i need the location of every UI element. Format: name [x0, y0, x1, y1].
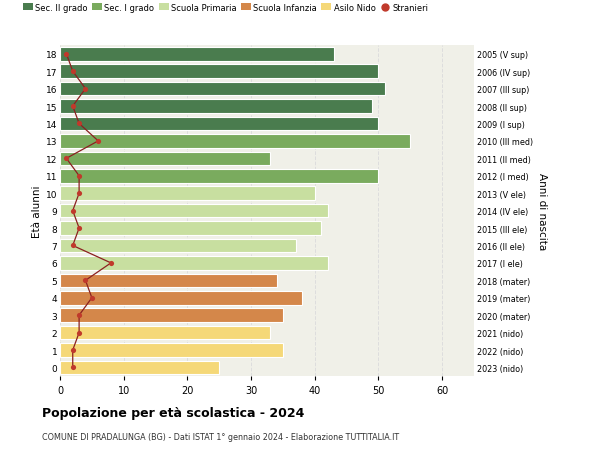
Point [106, 260, 116, 267]
Bar [60, 204, 328, 218]
Point [80, 277, 90, 285]
Point [74, 190, 84, 197]
Bar [60, 48, 334, 62]
Point [87, 294, 97, 302]
Bar [60, 118, 379, 131]
Y-axis label: Età alunni: Età alunni [32, 185, 41, 237]
Point [62, 155, 71, 162]
Bar [60, 100, 372, 113]
Bar [60, 291, 302, 305]
Bar [60, 135, 410, 148]
Point [62, 51, 71, 58]
Point [74, 173, 84, 180]
Bar [60, 222, 321, 235]
Bar [60, 326, 270, 340]
Bar [60, 187, 315, 201]
Point [68, 68, 77, 76]
Bar [60, 169, 379, 183]
Bar [60, 309, 283, 322]
Text: COMUNE DI PRADALUNGA (BG) - Dati ISTAT 1° gennaio 2024 - Elaborazione TUTTITALIA: COMUNE DI PRADALUNGA (BG) - Dati ISTAT 1… [42, 432, 399, 442]
Point [68, 364, 77, 371]
Bar [60, 361, 219, 375]
Bar [60, 274, 277, 287]
Bar [60, 152, 270, 166]
Bar [60, 257, 328, 270]
Legend: Sec. II grado, Sec. I grado, Scuola Primaria, Scuola Infanzia, Asilo Nido, Stran: Sec. II grado, Sec. I grado, Scuola Prim… [19, 0, 432, 16]
Point [80, 86, 90, 93]
Y-axis label: Anni di nascita: Anni di nascita [537, 173, 547, 250]
Point [74, 329, 84, 336]
Point [68, 347, 77, 354]
Bar [60, 343, 283, 357]
Bar [60, 239, 296, 253]
Bar [60, 83, 385, 96]
Point [94, 138, 103, 145]
Bar [60, 65, 379, 79]
Text: Popolazione per età scolastica - 2024: Popolazione per età scolastica - 2024 [42, 406, 304, 419]
Point [68, 103, 77, 111]
Point [68, 207, 77, 215]
Point [74, 121, 84, 128]
Point [74, 225, 84, 232]
Point [68, 242, 77, 250]
Point [74, 312, 84, 319]
